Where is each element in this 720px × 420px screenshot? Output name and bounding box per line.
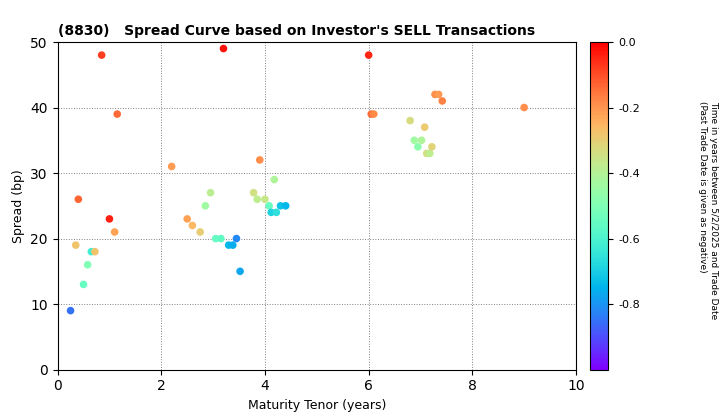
Point [429, 91, 441, 98]
Point [89, 248, 101, 255]
Point [70, 242, 81, 249]
Point [104, 215, 115, 222]
Point [264, 202, 275, 209]
Point [65, 307, 76, 314]
Point [181, 215, 193, 222]
Point [368, 111, 379, 118]
Point [217, 45, 229, 52]
Point [210, 235, 222, 242]
Point [215, 235, 227, 242]
Point [96, 52, 107, 58]
Point [405, 117, 416, 124]
Point [73, 196, 84, 202]
Point [112, 111, 123, 118]
Point [109, 228, 120, 235]
Point [82, 261, 94, 268]
Point [234, 268, 246, 275]
X-axis label: Maturity Tenor (years): Maturity Tenor (years) [248, 399, 386, 412]
Point [204, 189, 216, 196]
Point [269, 176, 280, 183]
Point [366, 111, 377, 118]
Point [415, 137, 427, 144]
Point [436, 97, 448, 104]
Point [78, 281, 89, 288]
Point [199, 202, 211, 209]
Point [426, 144, 438, 150]
Point [166, 163, 177, 170]
Point [86, 248, 97, 255]
Point [227, 242, 238, 249]
Point [433, 91, 444, 98]
Point [412, 144, 423, 150]
Point [230, 235, 242, 242]
Point [271, 209, 282, 216]
Point [280, 202, 292, 209]
Point [194, 228, 206, 235]
Point [275, 202, 287, 209]
Point [419, 124, 431, 131]
Text: (8830)   Spread Curve based on Investor's SELL Transactions: (8830) Spread Curve based on Investor's … [58, 24, 535, 38]
Point [266, 209, 277, 216]
Y-axis label: Spread (bp): Spread (bp) [12, 169, 24, 243]
Point [363, 52, 374, 58]
Point [424, 150, 436, 157]
Point [259, 196, 271, 202]
Point [408, 137, 420, 144]
Text: Time in years between 5/2/2025 and Trade Date
(Past Trade Date is given as negat: Time in years between 5/2/2025 and Trade… [698, 101, 718, 319]
Point [254, 157, 266, 163]
Point [421, 150, 433, 157]
Point [223, 242, 235, 249]
Point [518, 104, 530, 111]
Point [186, 222, 198, 229]
Point [251, 196, 263, 202]
Point [248, 189, 259, 196]
